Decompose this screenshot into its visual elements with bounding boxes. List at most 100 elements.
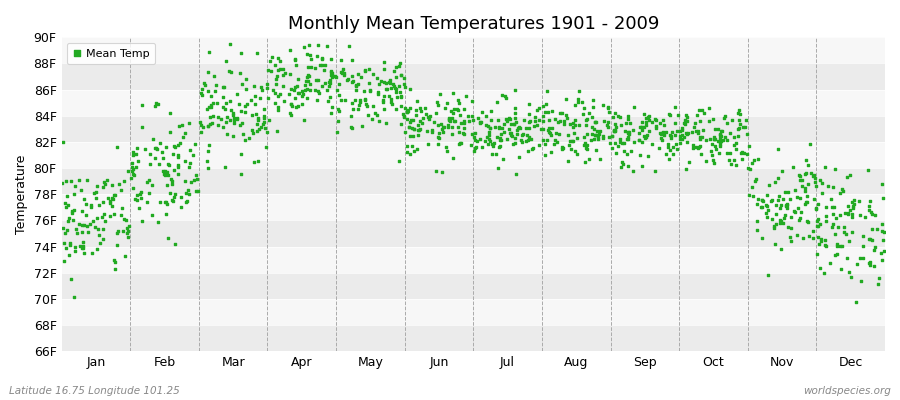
Mean Temp [461, 113, 475, 119]
Mean Temp [808, 174, 823, 181]
Mean Temp [740, 151, 754, 157]
Mean Temp [868, 244, 882, 250]
Mean Temp [680, 112, 694, 118]
Mean Temp [58, 245, 73, 251]
Mean Temp [536, 125, 550, 132]
Mean Temp [797, 201, 812, 208]
Mean Temp [493, 143, 508, 149]
Mean Temp [465, 131, 480, 137]
Mean Temp [665, 144, 680, 150]
Mean Temp [540, 127, 554, 133]
Mean Temp [778, 189, 792, 195]
Mean Temp [622, 131, 636, 137]
Mean Temp [353, 97, 367, 103]
Mean Temp [504, 132, 518, 138]
Mean Temp [436, 128, 450, 135]
Mean Temp [218, 164, 232, 170]
Mean Temp [365, 116, 380, 122]
Mean Temp [79, 177, 94, 183]
Mean Temp [801, 162, 815, 168]
Mean Temp [568, 102, 582, 108]
Mean Temp [482, 125, 497, 131]
Mean Temp [636, 124, 651, 130]
Mean Temp [731, 133, 745, 139]
Mean Temp [219, 100, 233, 106]
Mean Temp [590, 132, 604, 138]
Mean Temp [349, 82, 364, 89]
Mean Temp [760, 214, 775, 220]
Mean Temp [603, 140, 617, 146]
Mean Temp [301, 64, 315, 70]
Mean Temp [645, 119, 660, 126]
Mean Temp [818, 237, 832, 244]
Mean Temp [605, 145, 619, 151]
Mean Temp [716, 114, 731, 121]
Mean Temp [853, 212, 868, 218]
Mean Temp [611, 113, 625, 119]
Mean Temp [428, 109, 443, 116]
Bar [61, 168, 885, 194]
Mean Temp [803, 140, 817, 147]
Mean Temp [862, 260, 877, 266]
Mean Temp [482, 136, 496, 142]
Mean Temp [420, 128, 435, 134]
Mean Temp [64, 275, 78, 282]
Mean Temp [387, 68, 401, 74]
Mean Temp [532, 105, 546, 112]
Mean Temp [346, 124, 360, 131]
Mean Temp [158, 198, 173, 205]
Mean Temp [225, 110, 239, 116]
Mean Temp [858, 214, 872, 220]
Mean Temp [66, 217, 80, 224]
Mean Temp [560, 115, 574, 121]
Mean Temp [277, 70, 292, 76]
Mean Temp [294, 88, 309, 94]
Mean Temp [184, 160, 198, 166]
Mean Temp [299, 78, 313, 84]
Mean Temp [611, 142, 625, 149]
Mean Temp [173, 140, 187, 146]
Mean Temp [778, 202, 793, 209]
Mean Temp [163, 129, 177, 135]
Mean Temp [159, 201, 174, 207]
Mean Temp [817, 163, 832, 170]
Mean Temp [156, 168, 170, 175]
Mean Temp [160, 169, 175, 175]
Mean Temp [819, 243, 833, 250]
Mean Temp [398, 105, 412, 112]
Mean Temp [524, 136, 538, 142]
Mean Temp [200, 105, 214, 112]
Mean Temp [811, 201, 825, 207]
Mean Temp [300, 95, 314, 102]
Mean Temp [106, 256, 121, 263]
Mean Temp [824, 196, 838, 202]
Mean Temp [633, 124, 647, 131]
Mean Temp [174, 194, 188, 200]
Mean Temp [686, 145, 700, 151]
Mean Temp [271, 54, 285, 61]
Mean Temp [742, 142, 756, 149]
Mean Temp [86, 218, 100, 224]
Mean Temp [406, 117, 420, 123]
Mean Temp [608, 128, 622, 134]
Mean Temp [187, 176, 202, 183]
Mean Temp [350, 105, 365, 112]
Mean Temp [488, 124, 502, 131]
Mean Temp [561, 132, 575, 138]
Text: worldspecies.org: worldspecies.org [803, 386, 891, 396]
Mean Temp [394, 103, 409, 109]
Mean Temp [634, 138, 649, 145]
Mean Temp [302, 78, 316, 84]
Mean Temp [608, 124, 623, 130]
Mean Temp [437, 105, 452, 111]
Mean Temp [550, 138, 564, 145]
Mean Temp [774, 218, 788, 224]
Mean Temp [508, 140, 522, 146]
Mean Temp [200, 158, 214, 164]
Mean Temp [354, 74, 368, 80]
Mean Temp [783, 238, 797, 244]
Mean Temp [720, 150, 734, 156]
Mean Temp [412, 104, 427, 111]
Mean Temp [806, 235, 821, 241]
Mean Temp [68, 248, 83, 254]
